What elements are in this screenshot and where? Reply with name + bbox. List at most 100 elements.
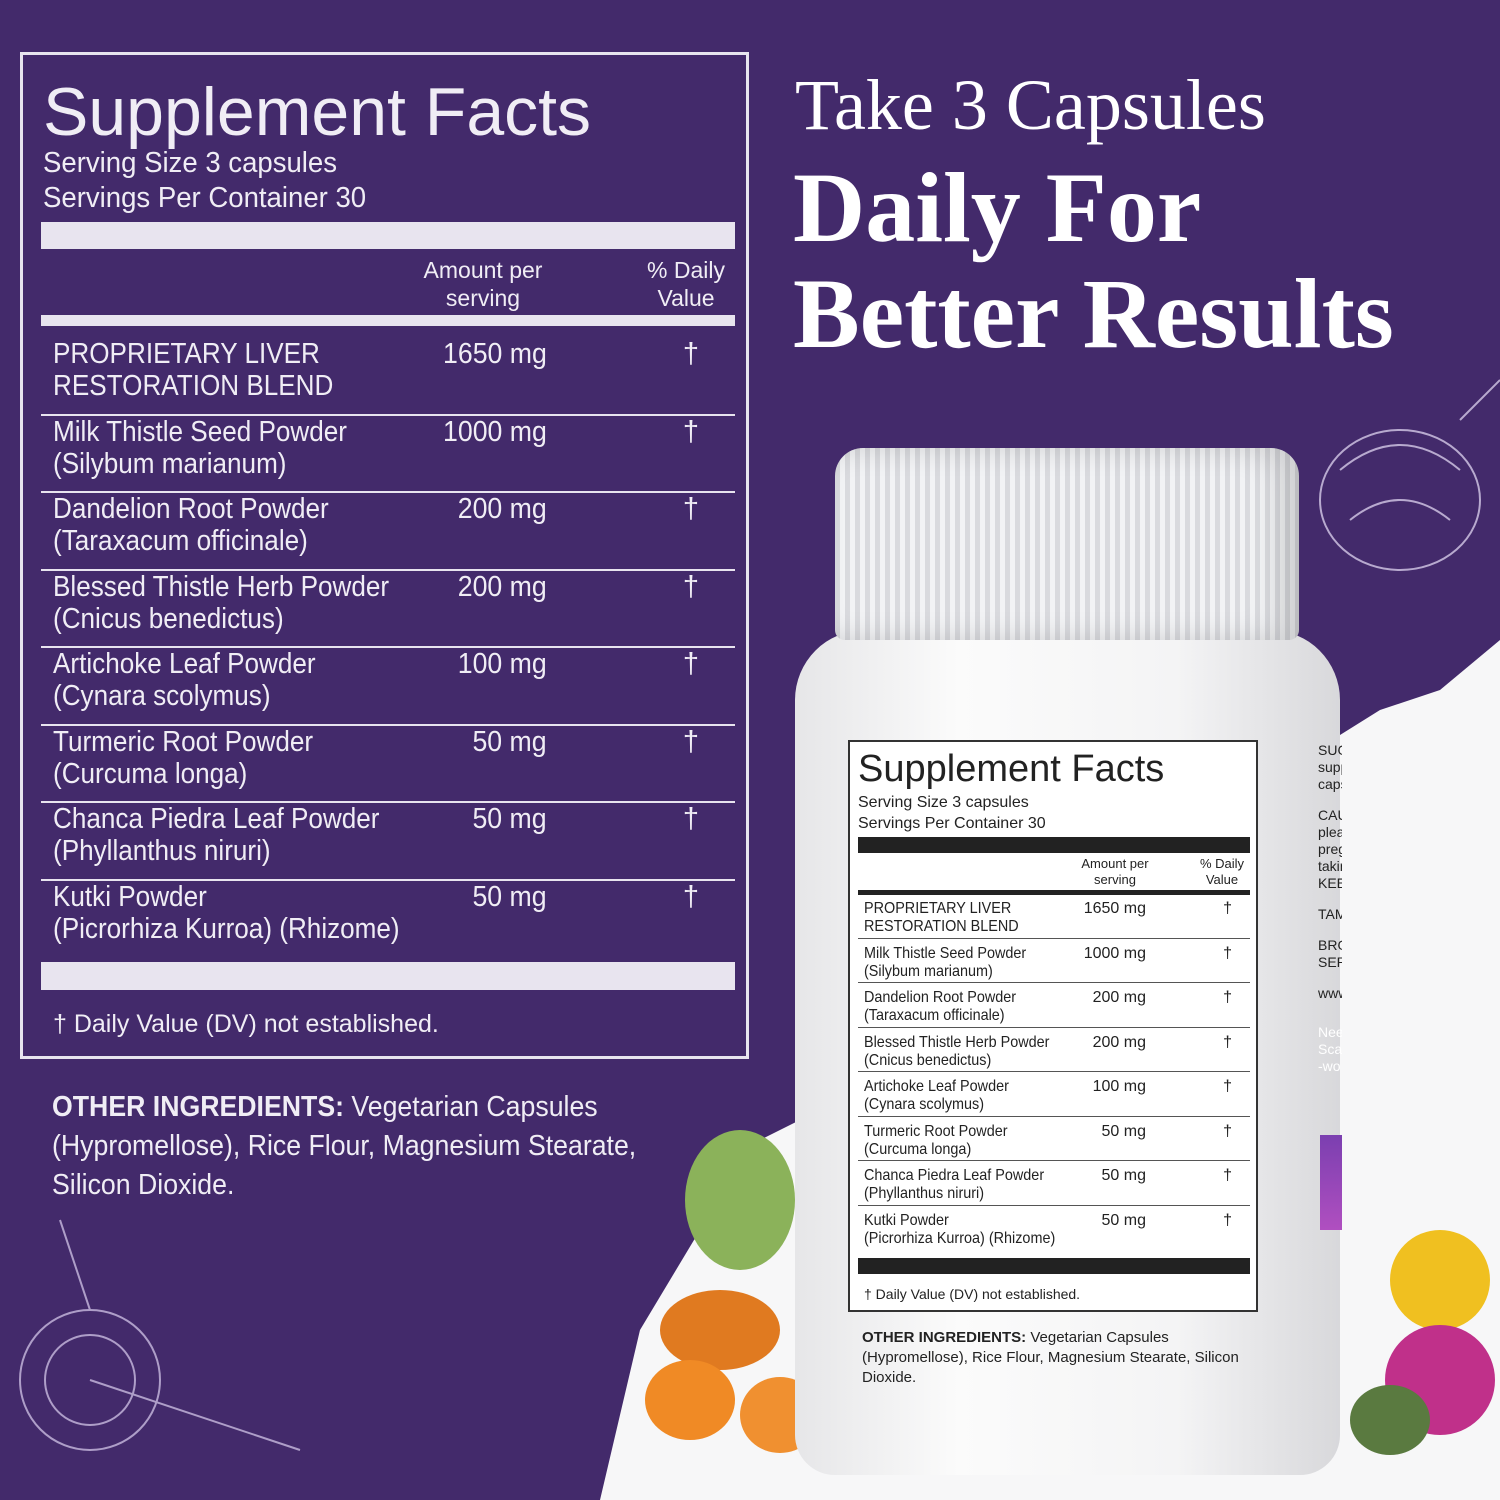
bottle-cap xyxy=(835,448,1299,640)
label-footnote: † Daily Value (DV) not established. xyxy=(864,1286,1081,1302)
ingredient-name-line1: Blessed Thistle Herb Powder xyxy=(53,570,390,603)
label-dv-header-line1: % Daily xyxy=(1199,856,1245,871)
divider-bar xyxy=(41,962,735,990)
ingredient-name-line1: Milk Thistle Seed Powder xyxy=(53,415,348,448)
ingredient-name-line2: (Curcuma longa) xyxy=(53,757,248,790)
ingredient-row: Artichoke Leaf Powder (Cynara scolymus) 10… xyxy=(41,648,735,726)
ingredient-amount: 50 mg xyxy=(1101,1211,1146,1229)
ingredient-name-line1: PROPRIETARY LIVER xyxy=(864,900,1012,917)
ingredient-dv: † xyxy=(1223,1122,1232,1140)
ingredient-amount: 50 mg xyxy=(1101,1122,1146,1140)
ingredient-amount: 50 mg xyxy=(472,803,547,835)
other-ingredients-label: OTHER INGREDIENTS: xyxy=(52,1091,345,1123)
side-text-fragment: Sca xyxy=(1318,1041,1342,1057)
ingredient-dv: † xyxy=(1223,1167,1232,1184)
other-ingredients: OTHER INGREDIENTS: Vegetarian Capsules (… xyxy=(52,1088,641,1205)
ingredient-amount: 100 mg xyxy=(458,648,547,680)
bottle-side-badge xyxy=(1320,1135,1342,1230)
dv-header: % Daily Value xyxy=(631,256,741,312)
ingredient-name-line1: Blessed Thistle Herb Powder xyxy=(864,1033,1050,1051)
ingredient-name: Artichoke Leaf Powder (Cynara scolymus) xyxy=(864,1078,1009,1114)
ingredient-dv: † xyxy=(682,880,699,913)
amount-header-line1: Amount per xyxy=(423,257,543,283)
ingredient-row: Kutki Powder (Picrorhiza Kurroa) (Rhizome… xyxy=(41,881,735,959)
ingredient-name: Blessed Thistle Herb Powder (Cnicus bened… xyxy=(864,1034,1049,1070)
ingredient-dv: † xyxy=(682,648,699,680)
side-text-fragment: SERI xyxy=(1318,954,1342,970)
ingredient-name: Artichoke Leaf Powder (Cynara scolymus) xyxy=(53,648,316,712)
label-bar xyxy=(858,837,1250,853)
side-text-fragment: please c xyxy=(1318,824,1342,840)
side-text-fragment: www xyxy=(1318,985,1342,1001)
ingredient-amount: 1000 mg xyxy=(443,415,547,448)
ingredient-row: Dandelion Root Powder (Taraxacum officina… xyxy=(41,493,735,571)
divider-bar xyxy=(41,315,735,326)
ingredient-name-line2: (Taraxacum officinale) xyxy=(53,525,308,557)
ingredient-name-line2: (Picrorhiza Kurroa) (Rhizome) xyxy=(864,1229,1056,1247)
side-text-fragment: BROKEN xyxy=(1318,937,1342,953)
ingredient-row: Turmeric Root Powder (Curcuma longa) 50 mg… xyxy=(858,1117,1250,1161)
side-text-fragment: TAMPER xyxy=(1318,906,1342,922)
side-text-fragment: pregnar xyxy=(1318,841,1342,857)
side-text-fragment: supp xyxy=(1318,759,1342,775)
ingredient-dv: † xyxy=(682,493,699,525)
side-text-fragment: -wo xyxy=(1318,1058,1341,1074)
label-other-ingredients: OTHER INGREDIENTS: Vegetarian Capsules (… xyxy=(862,1328,1242,1388)
ingredient-row: PROPRIETARY LIVER RESTORATION BLEND 1650 m… xyxy=(41,338,735,416)
label-bar xyxy=(858,1258,1250,1274)
ingredient-name-line1: Kutki Powder xyxy=(53,880,207,913)
serving-size: Serving Size 3 capsules xyxy=(43,147,338,179)
ingredient-name-line1: Artichoke Leaf Powder xyxy=(864,1078,1009,1095)
ingredient-name-line2: (Phyllanthus niruri) xyxy=(53,835,271,867)
other-ingredients-text: Vegetarian Capsules (Hypromellose), Rice… xyxy=(52,1091,637,1201)
side-text-fragment: CAUTIO xyxy=(1318,807,1342,823)
ingredient-dv: † xyxy=(1223,1078,1232,1095)
ingredient-name-line2: (Phyllanthus niruri) xyxy=(864,1185,985,1202)
ingredient-table: PROPRIETARY LIVER RESTORATION BLEND 1650 m… xyxy=(41,338,735,958)
ingredient-row: Chanca Piedra Leaf Powder (Phyllanthus ni… xyxy=(41,803,735,881)
side-text-fragment: SUGG xyxy=(1318,742,1342,758)
ingredient-row: Dandelion Root Powder (Taraxacum officina… xyxy=(858,983,1250,1028)
ingredient-name-line1: Chanca Piedra Leaf Powder xyxy=(864,1167,1045,1184)
dv-header-line2: Value xyxy=(657,285,715,311)
ingredient-amount: 200 mg xyxy=(1092,1033,1146,1051)
ingredient-dv: † xyxy=(682,338,699,370)
side-text-fragment: KEEP OU xyxy=(1318,875,1342,891)
headline-line2: Daily For xyxy=(793,152,1202,263)
turmeric-artichoke-image xyxy=(645,1130,820,1453)
ingredient-dv: † xyxy=(1223,1211,1232,1229)
footnote: † Daily Value (DV) not established. xyxy=(53,1010,439,1038)
ingredient-dv: † xyxy=(1223,900,1232,917)
amount-header: Amount per serving xyxy=(403,256,563,312)
ingredient-name-line2: (Silybum marianum) xyxy=(53,447,287,480)
ingredient-name: Dandelion Root Powder (Taraxacum officina… xyxy=(864,989,1016,1025)
ingredient-amount: 1650 mg xyxy=(1083,900,1146,917)
ingredient-dv: † xyxy=(1223,1033,1232,1051)
label-other-label: OTHER INGREDIENTS: xyxy=(862,1329,1027,1346)
bottle-side-text: SUGGsuppcaps CAUTIOplease cpregnartaking … xyxy=(1318,742,1342,1075)
ingredient-name-line2: RESTORATION BLEND xyxy=(53,370,334,402)
ingredient-name: PROPRIETARY LIVER RESTORATION BLEND xyxy=(53,338,333,402)
ingredient-amount: 1000 mg xyxy=(1083,944,1146,962)
label-dv-header-line2: Value xyxy=(1205,872,1239,887)
ingredient-row: Kutki Powder (Picrorhiza Kurroa) (Rhizome… xyxy=(858,1206,1250,1251)
dv-header-line1: % Daily xyxy=(647,257,725,283)
label-amount-header-line1: Amount per xyxy=(1081,856,1149,871)
ingredient-row: PROPRIETARY LIVER RESTORATION BLEND 1650 m… xyxy=(858,894,1250,939)
label-title: Supplement Facts xyxy=(858,748,1165,790)
ingredient-name: Turmeric Root Powder (Curcuma longa) xyxy=(864,1123,1008,1159)
side-text-fragment: caps xyxy=(1318,776,1342,792)
ingredient-dv: † xyxy=(682,570,699,603)
ingredient-name-line2: (Picrorhiza Kurroa) (Rhizome) xyxy=(53,912,400,945)
ingredient-name-line1: Dandelion Root Powder xyxy=(864,989,1017,1006)
ingredient-dv: † xyxy=(1223,944,1232,962)
ingredient-name: Chanca Piedra Leaf Powder (Phyllanthus ni… xyxy=(864,1167,1044,1203)
ingredient-amount: 200 mg xyxy=(458,570,547,603)
ingredient-name: Milk Thistle Seed Powder (Silybum marianu… xyxy=(53,416,347,480)
ingredient-name-line2: (Silybum marianum) xyxy=(864,962,993,980)
side-text-fragment: Nee xyxy=(1318,1024,1342,1040)
bottle-label: Supplement Facts Serving Size 3 capsules… xyxy=(848,740,1258,1312)
ingredient-amount: 50 mg xyxy=(472,725,547,758)
ingredient-amount: 200 mg xyxy=(1092,989,1146,1006)
headline-line1: Take 3 Capsules xyxy=(795,65,1266,145)
